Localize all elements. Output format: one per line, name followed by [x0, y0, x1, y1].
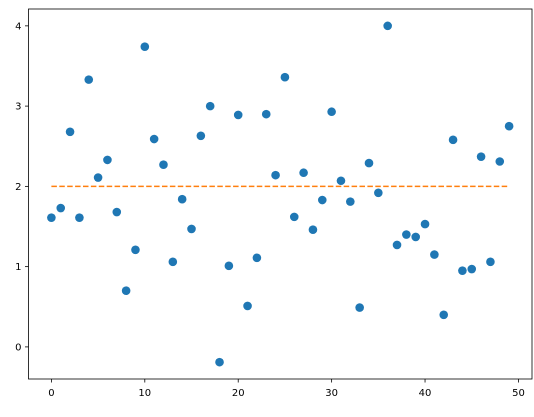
- point: [327, 107, 336, 117]
- point: [317, 195, 327, 205]
- point: [476, 152, 486, 161]
- point: [430, 250, 439, 259]
- point: [131, 245, 140, 255]
- point: [75, 213, 84, 222]
- point: [392, 240, 402, 250]
- point: [299, 168, 308, 178]
- point: [364, 158, 374, 168]
- point: [280, 72, 290, 82]
- point: [103, 155, 112, 165]
- y-tick-label: 1: [15, 262, 21, 273]
- point: [56, 203, 66, 213]
- point: [177, 194, 187, 204]
- point: [355, 303, 364, 312]
- point: [112, 207, 122, 217]
- y-tick-label: 3: [15, 102, 21, 113]
- y-tick-label: 4: [15, 21, 21, 32]
- point: [84, 75, 94, 84]
- point: [93, 173, 103, 182]
- point: [252, 253, 262, 263]
- point: [205, 101, 215, 111]
- point: [308, 225, 318, 235]
- point: [411, 232, 420, 242]
- point: [243, 301, 252, 311]
- point: [467, 264, 477, 274]
- point: [336, 176, 346, 186]
- point: [271, 170, 280, 180]
- point: [448, 135, 458, 145]
- x-tick-label: 50: [512, 388, 525, 399]
- point: [196, 131, 206, 141]
- point: [346, 197, 355, 206]
- point: [65, 127, 75, 137]
- axes-frame: [28, 8, 533, 380]
- point: [374, 188, 383, 198]
- y-tick-label: 0: [15, 342, 21, 353]
- point: [486, 257, 495, 267]
- point: [402, 230, 411, 239]
- point: [439, 310, 449, 320]
- point: [261, 109, 271, 119]
- point: [159, 160, 168, 170]
- x-tick-label: 40: [419, 388, 432, 399]
- y-tick-label: 2: [15, 182, 21, 193]
- point: [224, 261, 234, 271]
- x-tick-label: 20: [232, 388, 245, 399]
- point: [187, 224, 196, 234]
- x-tick-label: 0: [48, 388, 54, 399]
- point: [47, 213, 56, 222]
- point: [289, 212, 299, 222]
- x-tick-label: 10: [138, 388, 151, 399]
- point: [149, 134, 159, 144]
- point: [504, 121, 514, 131]
- point: [168, 257, 178, 267]
- point: [383, 21, 392, 31]
- point: [495, 157, 505, 166]
- point: [140, 42, 150, 52]
- point: [233, 110, 243, 120]
- x-tick-label: 30: [325, 388, 338, 399]
- point: [420, 219, 430, 229]
- point: [215, 357, 224, 367]
- point: [458, 266, 467, 275]
- point: [121, 286, 131, 296]
